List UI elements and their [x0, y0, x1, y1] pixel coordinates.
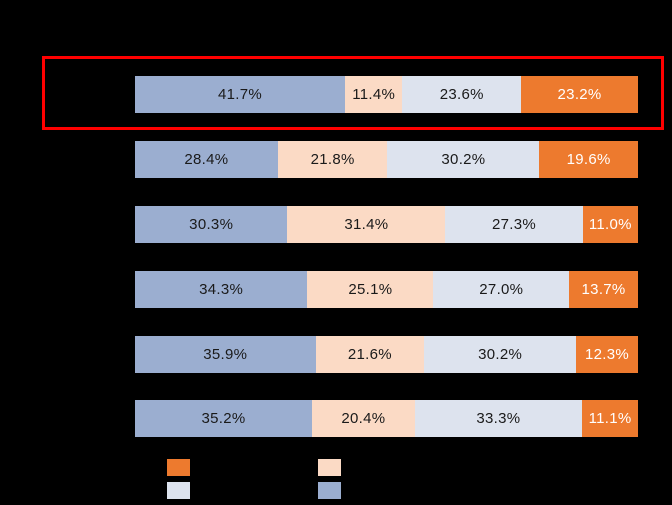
bar-row: 30.3% 31.4% 27.3% 11.0% [135, 206, 638, 243]
bar-segment-label: 34.3% [199, 281, 244, 298]
bar-segment-label: 27.3% [491, 216, 537, 233]
bar-segment-label: 21.8% [310, 151, 355, 168]
bar-row: 28.4% 21.8% 30.2% 19.6% [135, 141, 638, 178]
bar-segment-label: 12.3% [585, 346, 630, 363]
highlight-box [42, 56, 664, 130]
bar-segment-label: 31.4% [344, 216, 389, 233]
bar-segment-label: 23.6% [439, 86, 484, 103]
bar-row: 41.7% 11.4% 23.6% 23.2% [135, 76, 638, 113]
segment-orange: 11.0% [582, 206, 638, 243]
segment-blue-gray: 35.9% [135, 336, 316, 373]
bar-segment-label: 35.9% [203, 346, 248, 363]
bar-segment-label: 23.2% [557, 86, 602, 103]
bar-segment-label: 20.4% [341, 410, 386, 427]
segment-peach: 31.4% [287, 206, 446, 243]
segment-blue-gray: 34.3% [135, 271, 308, 308]
segment-peach: 21.8% [277, 141, 388, 178]
bar-segment-label: 11.0% [588, 216, 632, 233]
bar-row: 35.9% 21.6% 30.2% 12.3% [135, 336, 638, 373]
segment-orange: 11.1% [582, 400, 638, 437]
segment-orange: 19.6% [539, 141, 638, 178]
bar-segment-label: 11.1% [588, 410, 632, 427]
segment-blue-gray: 28.4% [135, 141, 278, 178]
segment-light-gray-blue: 30.2% [424, 336, 577, 373]
bar-segment-label: 30.2% [441, 151, 486, 168]
bar-segment-label: 28.4% [184, 151, 229, 168]
segment-peach: 21.6% [315, 336, 425, 373]
segment-light-gray-blue: 27.3% [445, 206, 583, 243]
bar-segment-label: 27.0% [479, 281, 524, 298]
segment-blue-gray: 35.2% [135, 400, 313, 437]
segment-orange: 12.3% [576, 336, 638, 373]
segment-orange: 13.7% [569, 271, 638, 308]
bar-segment-label: 33.3% [476, 410, 521, 427]
segment-peach: 20.4% [312, 400, 415, 437]
segment-peach: 25.1% [307, 271, 434, 308]
bar-segment-label: 21.6% [347, 346, 392, 363]
bar-segment-label: 41.7% [217, 86, 262, 103]
segment-light-gray-blue: 23.6% [402, 76, 522, 113]
bar-row: 34.3% 25.1% 27.0% 13.7% [135, 271, 638, 308]
bar-segment-label: 13.7% [581, 281, 626, 298]
bar-segment-label: 30.3% [189, 216, 234, 233]
segment-blue-gray: 41.7% [135, 76, 345, 113]
bar-row: 35.2% 20.4% 33.3% 11.1% [135, 400, 638, 437]
segment-peach: 11.4% [344, 76, 403, 113]
segment-light-gray-blue: 27.0% [433, 271, 570, 308]
bar-segment-label: 25.1% [348, 281, 393, 298]
bar-segment-label: 35.2% [201, 410, 246, 427]
bar-segment-label: 11.4% [352, 86, 396, 103]
segment-light-gray-blue: 30.2% [387, 141, 540, 178]
segment-light-gray-blue: 33.3% [414, 400, 583, 437]
segment-orange: 23.2% [521, 76, 638, 113]
segment-blue-gray: 30.3% [135, 206, 288, 243]
bar-segment-label: 30.2% [478, 346, 523, 363]
bar-segment-label: 19.6% [566, 151, 611, 168]
